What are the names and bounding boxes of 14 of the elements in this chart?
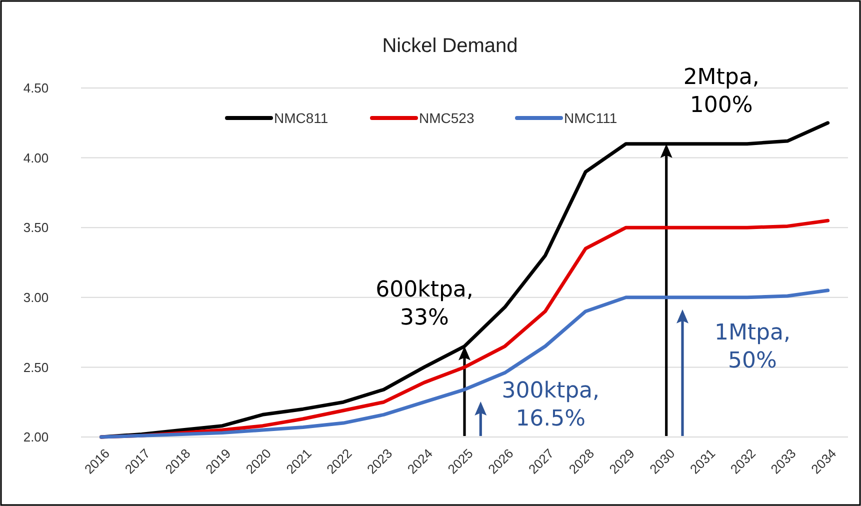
annotation: 1Mtpa, 50% — [714, 320, 791, 374]
legend-label: NMC111 — [564, 110, 618, 126]
annotation: 600ktpa, 33% — [376, 277, 474, 330]
y-tick-label: 2.00 — [23, 430, 49, 445]
y-tick-label: 3.00 — [23, 290, 49, 305]
y-tick-label: 3.50 — [23, 220, 49, 236]
annotation: 2Mtpa, 100% — [683, 64, 760, 118]
y-tick-label: 4.50 — [23, 80, 49, 96]
annotation: 300ktpa, 16.5% — [502, 378, 600, 432]
y-tick-label: 4.00 — [23, 150, 49, 166]
legend-label: NMC523 — [419, 110, 474, 126]
y-tick-label: 2.50 — [23, 360, 49, 375]
legend-label: NMC811 — [274, 110, 328, 126]
chart-title: Nickel Demand — [382, 35, 518, 57]
